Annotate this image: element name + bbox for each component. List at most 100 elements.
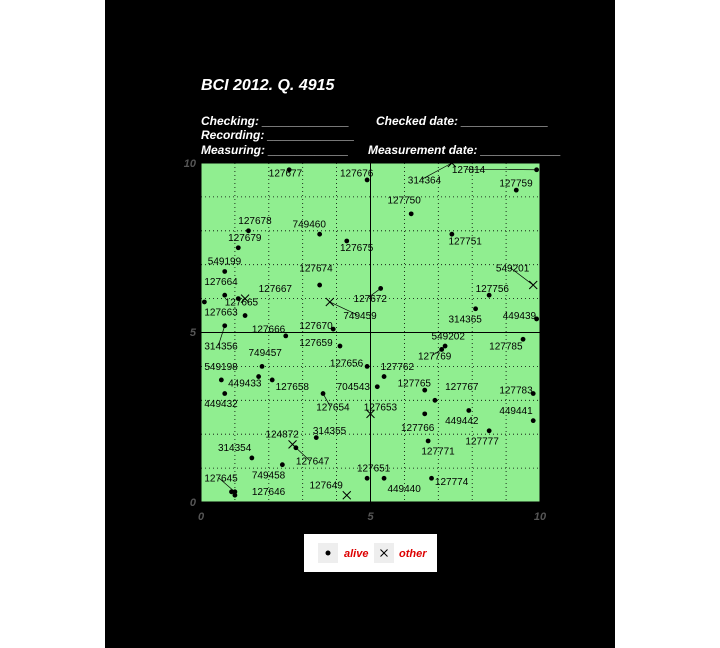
label-leader-line xyxy=(295,447,311,461)
point-label: 549198 xyxy=(204,362,238,373)
point-label: 314356 xyxy=(204,341,238,352)
tree-alive-point xyxy=(466,408,472,413)
point-label: 549202 xyxy=(432,331,466,342)
tree-alive-point xyxy=(425,438,431,444)
point-label: 749459 xyxy=(343,311,377,322)
tree-alive-point xyxy=(317,231,323,237)
point-label: 124872 xyxy=(265,430,299,441)
point-label: 127783 xyxy=(499,386,533,397)
point-label: 127677 xyxy=(269,169,303,180)
point-label: 314364 xyxy=(408,175,442,186)
point-label: 127659 xyxy=(299,338,333,349)
plot-frame xyxy=(200,162,541,503)
point-label: 127670 xyxy=(299,321,333,332)
point-label: 127759 xyxy=(499,179,533,190)
tree-alive-point xyxy=(520,336,526,342)
point-label: 449440 xyxy=(387,484,421,495)
tree-alive-point xyxy=(283,333,289,339)
tree-alive-point xyxy=(317,282,323,288)
chart-title: BCI 2012. Q. 4915 xyxy=(201,77,336,94)
tree-alive-point xyxy=(235,245,241,251)
data-marks: 127677 127676 314364 127814 127759 127750 1276… xyxy=(201,158,540,500)
label-leader-line xyxy=(218,325,226,346)
point-label: 127658 xyxy=(276,382,310,393)
tree-other-point xyxy=(240,294,250,303)
tree-alive-point xyxy=(286,167,292,173)
tree-alive-point xyxy=(364,364,370,369)
label-leader-line xyxy=(218,477,236,493)
recording-line: Recording: _____________ xyxy=(201,128,355,142)
tree-alive-point xyxy=(229,489,234,495)
tree-alive-point xyxy=(235,296,241,301)
tree-alive-point xyxy=(449,231,455,237)
legend-other-cross-icon xyxy=(380,549,388,557)
legend-alive-label: alive xyxy=(344,548,368,560)
tree-alive-point xyxy=(218,377,224,383)
point-label: 449433 xyxy=(228,379,262,390)
tree-alive-point xyxy=(473,306,478,312)
point-label: 127769 xyxy=(418,352,452,363)
tree-alive-point xyxy=(530,391,536,396)
x-tick-label: 10 xyxy=(534,511,547,523)
measuring-line: Measuring: ____________ xyxy=(201,143,349,157)
point-label: 314354 xyxy=(218,443,252,454)
tree-alive-point xyxy=(256,374,262,379)
point-label: 449432 xyxy=(204,399,238,410)
point-label: 127751 xyxy=(448,236,482,247)
tree-alive-point xyxy=(337,343,343,349)
point-label: 127647 xyxy=(296,457,330,468)
label-leader-line xyxy=(509,267,534,286)
tree-other-point xyxy=(366,409,375,419)
tree-alive-point xyxy=(513,187,519,193)
point-label: 127651 xyxy=(357,463,391,474)
tree-alive-point xyxy=(429,475,434,481)
y-tick-label: 5 xyxy=(190,327,197,339)
label-leader-line xyxy=(329,301,358,316)
point-label: 127774 xyxy=(435,477,469,488)
point-label: 127767 xyxy=(445,382,479,393)
point-label: 127672 xyxy=(354,294,388,305)
point-label: 549201 xyxy=(496,263,530,274)
label-leader-line xyxy=(322,393,331,407)
point-label: 549199 xyxy=(208,257,242,268)
point-label: 127667 xyxy=(259,284,293,295)
tree-alive-point xyxy=(422,387,428,393)
point-label: 314355 xyxy=(313,426,347,437)
tree-alive-point xyxy=(534,316,540,322)
point-label: 704543 xyxy=(337,382,371,393)
tree-alive-point xyxy=(381,475,387,481)
tree-alive-point xyxy=(222,269,228,274)
tree-other-point xyxy=(342,490,352,500)
point-label: 127750 xyxy=(387,196,421,207)
tree-alive-point xyxy=(330,326,336,332)
label-leader-line xyxy=(465,168,537,171)
point-label: 127645 xyxy=(204,474,238,485)
point-label: 749460 xyxy=(293,219,327,230)
tree-alive-point xyxy=(344,238,350,244)
x-tick-label: 0 xyxy=(198,511,205,523)
label-leader-line xyxy=(431,349,442,356)
point-label: 127656 xyxy=(330,358,364,369)
x-tick-label: 5 xyxy=(367,511,374,523)
tree-alive-point xyxy=(381,374,387,379)
y-tick-label: 10 xyxy=(184,158,197,170)
tree-alive-point xyxy=(222,292,228,298)
grid-lines xyxy=(201,163,540,502)
tree-alive-point xyxy=(222,323,228,329)
tree-alive-point xyxy=(259,364,265,369)
point-label: 127666 xyxy=(252,325,286,336)
point-label: 127762 xyxy=(381,362,415,373)
point-label: 127646 xyxy=(252,487,286,498)
point-label: 749458 xyxy=(252,470,286,481)
tree-alive-point xyxy=(269,377,275,383)
tree-alive-point xyxy=(364,475,370,481)
tree-alive-point xyxy=(442,343,448,349)
tree-alive-point xyxy=(364,177,370,183)
point-label: 449441 xyxy=(499,406,533,417)
point-label: 127663 xyxy=(204,308,238,319)
point-label: 127674 xyxy=(299,263,333,274)
point-label: 127771 xyxy=(421,447,455,458)
point-label: 449439 xyxy=(503,311,537,322)
point-label: 449442 xyxy=(445,416,479,427)
tree-alive-point xyxy=(201,299,207,305)
